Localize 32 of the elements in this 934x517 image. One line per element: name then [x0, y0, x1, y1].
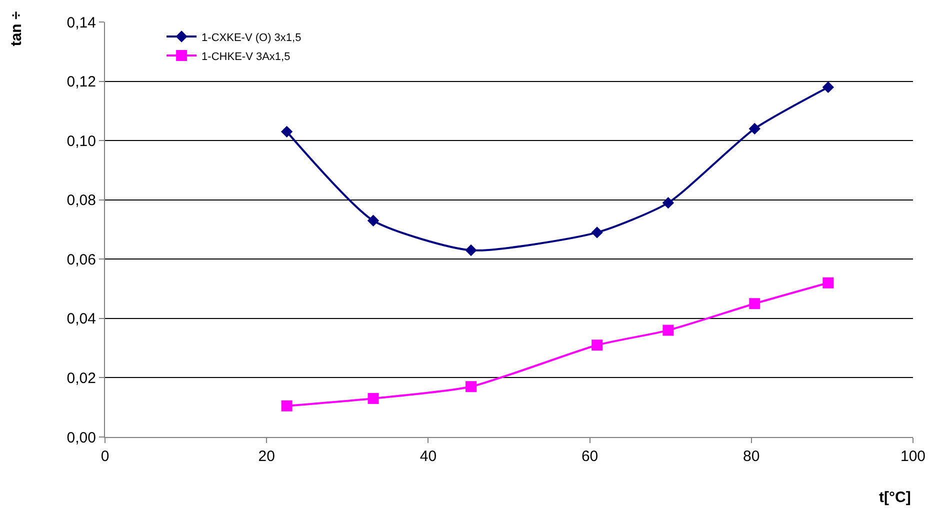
x-axis-title: t[°C]	[879, 489, 911, 506]
point	[465, 244, 477, 256]
y-tick-label: 0,14	[66, 14, 96, 32]
x-tick-label: 0	[100, 448, 110, 465]
x-tick-label: 40	[420, 448, 437, 465]
x-tick-label: 60	[581, 448, 598, 465]
y-tick-label: 0,10	[66, 132, 96, 150]
point	[822, 277, 834, 288]
legend-label: 1-CXKE-V (O) 3x1,5	[202, 32, 302, 44]
x-tick-label: 80	[743, 448, 760, 465]
point	[280, 126, 293, 138]
y-tick-label: 0,08	[66, 192, 96, 210]
point	[662, 196, 674, 209]
point	[749, 298, 760, 310]
point	[592, 340, 603, 351]
point	[367, 214, 380, 226]
y-tick-label: 0,02	[66, 370, 96, 387]
point	[281, 400, 292, 412]
x-tick-label: 100	[900, 448, 926, 465]
x-tick-label: 20	[258, 448, 275, 465]
point	[822, 81, 834, 94]
legend-label: 1-CHKE-V 3Ax1,5	[202, 50, 290, 63]
point	[466, 381, 477, 392]
point	[662, 324, 674, 336]
point	[748, 122, 760, 135]
y-tick-label: 0,06	[66, 251, 96, 268]
y-tick-label: 0,00	[66, 429, 96, 446]
point	[368, 392, 379, 404]
y-tick-label: 0,04	[66, 310, 96, 328]
point	[591, 226, 603, 238]
y-axis-title: tan ÷	[8, 11, 26, 46]
y-tick-label: 0,12	[66, 74, 96, 91]
